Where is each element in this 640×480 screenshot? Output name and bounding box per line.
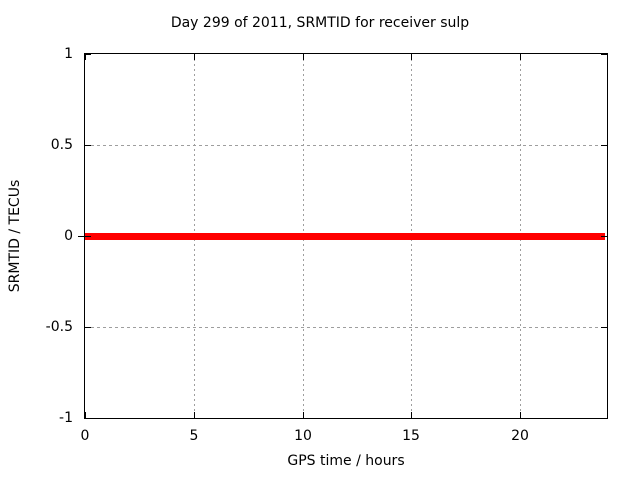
y-tick-right: [601, 327, 607, 328]
y-tick-left: [85, 236, 91, 237]
x-tick-label: 10: [294, 428, 312, 444]
x-tick-label: 0: [80, 428, 90, 444]
y-tick-left: [85, 327, 91, 328]
x-tick-label: 5: [189, 428, 199, 444]
y-tick-right: [601, 236, 607, 237]
x-tick-top: [85, 54, 86, 60]
x-tick-label: 20: [511, 428, 529, 444]
y-tick-left-outward: [78, 236, 84, 237]
y-tick-left: [85, 418, 91, 419]
chart-title: Day 299 of 2011, SRMTID for receiver sul…: [170, 15, 470, 31]
x-tick-bottom: [411, 412, 412, 418]
x-tick-bottom: [194, 412, 195, 418]
y-tick-label: 0.5: [50, 137, 73, 153]
gridline-horizontal: [85, 145, 607, 146]
x-tick-bottom: [520, 412, 521, 418]
x-tick-top: [520, 54, 521, 60]
y-tick-label: 1: [64, 46, 73, 62]
x-tick-bottom: [303, 412, 304, 418]
y-tick-label: -1: [59, 410, 73, 426]
y-tick-left: [85, 54, 91, 55]
gridline-horizontal: [85, 327, 607, 328]
y-tick-right: [601, 54, 607, 55]
y-tick-right: [601, 145, 607, 146]
data-series-red-line: [85, 233, 605, 240]
x-tick-label: 15: [402, 428, 420, 444]
x-tick-bottom: [85, 412, 86, 418]
x-tick-top: [303, 54, 304, 60]
y-tick-label: -0.5: [45, 319, 73, 335]
x-axis-label: GPS time / hours: [287, 453, 405, 469]
x-tick-top: [411, 54, 412, 60]
y-tick-right: [601, 418, 607, 419]
x-tick-top: [194, 54, 195, 60]
data-series-layer: [85, 54, 607, 418]
plot-area: [78, 53, 608, 419]
axis-ticks: [78, 54, 607, 419]
y-tick-left: [85, 145, 91, 146]
y-tick-label: 0: [64, 228, 73, 244]
